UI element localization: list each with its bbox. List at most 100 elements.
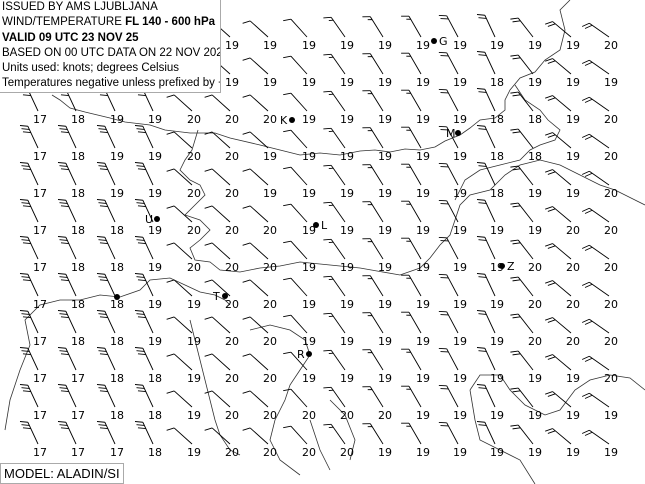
- wind-barb-staff: [484, 385, 496, 408]
- wind-barb-staff: [408, 163, 422, 186]
- grid-point: 19: [323, 90, 354, 126]
- grid-point: 19: [283, 92, 316, 126]
- grid-point: 19: [476, 273, 504, 311]
- wind-barb-full: [204, 131, 213, 135]
- wind-barb-staff: [27, 422, 39, 445]
- wind-barb-staff: [517, 165, 534, 186]
- grid-point: 19: [242, 168, 277, 200]
- station-label: R: [297, 348, 305, 361]
- wind-barb-full: [478, 17, 487, 19]
- wind-barb-full: [98, 165, 107, 167]
- wind-barb-staff: [142, 200, 154, 223]
- wind-barb-full: [545, 243, 553, 247]
- wind-barb-full: [60, 168, 69, 171]
- temperature-label: 17: [33, 187, 47, 200]
- grid-point: 19: [134, 273, 162, 311]
- wind-barb-full: [137, 427, 146, 430]
- grid-point: 19: [545, 354, 580, 385]
- station-U: U: [145, 213, 160, 226]
- wind-barb-full: [166, 353, 175, 357]
- station-unnamed: [114, 294, 120, 300]
- wind-barb-full: [98, 350, 107, 352]
- wind-barb-staff: [249, 279, 269, 297]
- grid-point: 17: [57, 347, 85, 385]
- temperature-label: 19: [528, 187, 542, 200]
- temperature-label: 19: [528, 446, 542, 459]
- wind-barb-staff: [27, 237, 39, 260]
- station-dot: [455, 130, 461, 136]
- wind-barb-staff: [446, 274, 459, 297]
- wind-barb-full: [96, 236, 105, 238]
- grid-point: 17: [57, 421, 85, 459]
- grid-point: 19: [283, 166, 316, 200]
- temperature-label: 19: [604, 446, 618, 459]
- grid-point: 20: [204, 168, 239, 200]
- station-G: G: [431, 35, 448, 48]
- wind-barb-full: [136, 313, 145, 315]
- wind-barb-staff: [446, 385, 459, 408]
- temperature-label: 20: [263, 298, 277, 311]
- grid-point: 20: [166, 94, 201, 126]
- grid-point: 20: [204, 427, 239, 459]
- wind-barb-full: [476, 125, 485, 127]
- grid-point: 20: [242, 94, 277, 126]
- temperature-label: 18: [110, 409, 124, 422]
- temperature-label: 19: [453, 446, 467, 459]
- wind-barb-full: [21, 424, 30, 426]
- grid-point: 20: [283, 388, 316, 422]
- wind-barb-staff: [552, 428, 572, 445]
- wind-barb-full: [166, 427, 175, 431]
- wind-barb-full: [19, 310, 28, 312]
- wind-barb-full: [59, 202, 68, 204]
- wind-barb-staff: [589, 355, 610, 371]
- grid-point: 19: [510, 54, 542, 89]
- product-line: WIND/TEMPERATURE FL 140 - 600 hPa: [2, 15, 220, 30]
- wind-barb-full: [510, 128, 519, 131]
- wind-barb-full: [323, 275, 332, 278]
- wind-barb-full: [57, 273, 66, 275]
- wind-barb-full: [545, 95, 553, 99]
- wind-barb-full: [547, 245, 556, 249]
- wind-barb-staff: [330, 276, 346, 297]
- wind-barb-full: [584, 135, 593, 140]
- temperature-label: 19: [416, 39, 430, 52]
- grid-point: 20: [242, 242, 277, 274]
- wind-barb-staff: [552, 280, 572, 297]
- wind-barb-full: [581, 244, 590, 249]
- wind-barb-full: [545, 206, 553, 210]
- wind-barb-staff: [249, 353, 269, 371]
- wind-barb-staff: [446, 200, 459, 223]
- grid-point: 19: [283, 240, 316, 274]
- wind-barb-full: [545, 169, 553, 173]
- grid-point: 19: [401, 52, 430, 89]
- temperature-label: 20: [340, 409, 354, 422]
- grid-point: 20: [510, 313, 542, 348]
- wind-barb-staff: [104, 163, 116, 186]
- temperature-label: 19: [187, 409, 201, 422]
- wind-barb-staff: [552, 169, 572, 186]
- wind-barb-full: [584, 283, 593, 288]
- wind-barb-full: [99, 242, 108, 245]
- wind-barb-staff: [65, 126, 77, 149]
- grid-point: 18: [57, 162, 85, 200]
- grid-point: 19: [166, 316, 201, 348]
- wind-barb-staff: [142, 311, 154, 334]
- wind-barb-full: [59, 276, 68, 278]
- temperature-label: 19: [187, 335, 201, 348]
- temperature-label: 20: [302, 409, 316, 422]
- grid-point: 19: [96, 125, 124, 163]
- grid-point: 18: [96, 199, 124, 237]
- temperature-label: 17: [33, 261, 47, 274]
- temperature-label: 20: [187, 150, 201, 163]
- grid-point: 19: [401, 163, 430, 200]
- temperature-label: 19: [148, 187, 162, 200]
- wind-barb-staff: [290, 203, 308, 223]
- temperature-label: 17: [71, 446, 85, 459]
- wind-barb-staff: [517, 387, 534, 408]
- grid-point: 19: [438, 200, 467, 237]
- temperature-label: 19: [453, 76, 467, 89]
- wind-barb-staff: [142, 385, 154, 408]
- wind-barb-full: [136, 128, 145, 130]
- grid-point: 19: [134, 310, 162, 348]
- wind-barb-full: [60, 316, 69, 319]
